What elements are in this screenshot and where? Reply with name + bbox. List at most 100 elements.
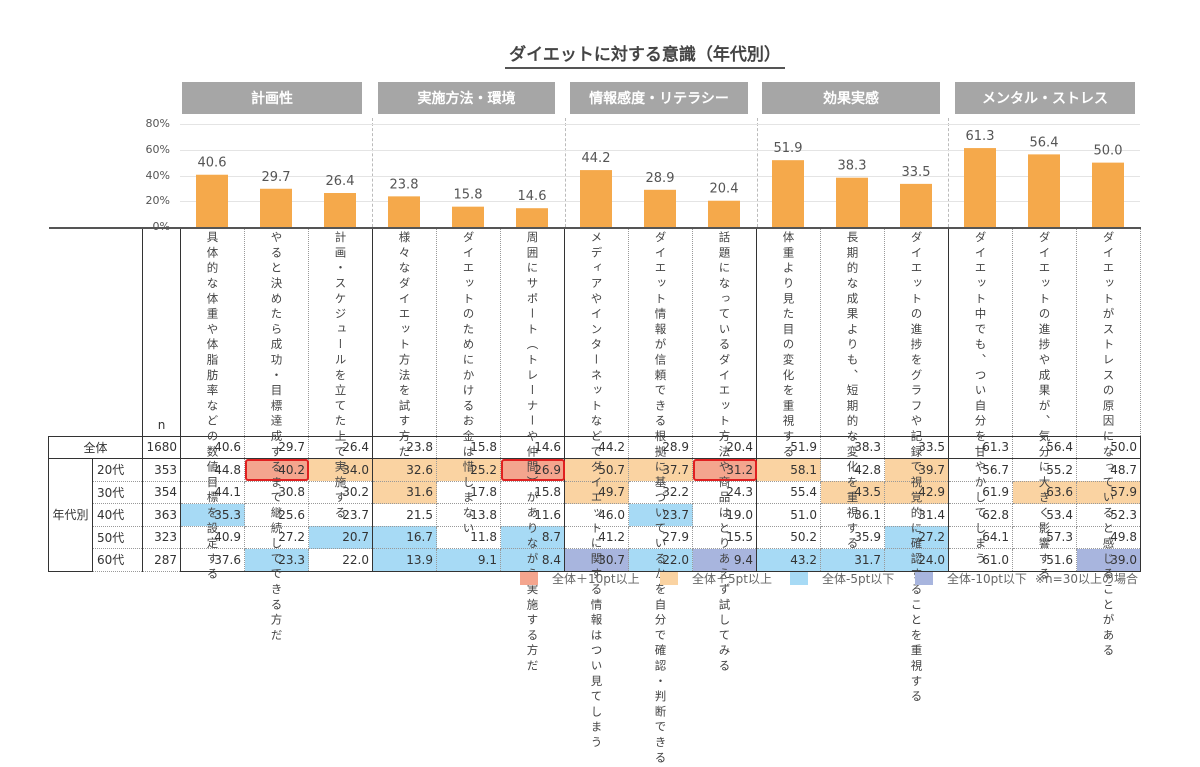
n-cell: 353	[142, 458, 181, 482]
value-cell: 38.3	[820, 435, 885, 459]
value-cell: 61.9	[948, 480, 1013, 504]
group-label: 年代別	[48, 458, 93, 572]
gridline	[180, 124, 1140, 125]
value-cell: 13.9	[372, 548, 437, 572]
category-label-cell: メディアやインターネットなどでダイエットに関する情報はつい見てしまう	[564, 227, 629, 751]
value-cell: 36.1	[820, 503, 885, 527]
table-row: 年代別 20代 353 44.8 40.2 34.0 32.6 25.2 26.9 50.7 37.…	[48, 458, 1141, 572]
value-cell: 63.6	[1012, 480, 1077, 504]
bar-value-label: 61.3	[966, 129, 995, 144]
value-cell: 32.2	[628, 480, 693, 504]
value-cell: 31.6	[372, 480, 437, 504]
value-cell: 50.2	[756, 525, 821, 549]
value-cell: 23.3	[244, 548, 309, 572]
value-cell: 40.2	[244, 458, 309, 482]
group-separator	[565, 118, 566, 227]
category-label-cell: やると決めたら成功・目標達成するまで継続してできる方だ	[244, 227, 309, 645]
category-label-cell: 話題になっているダイエット方法や商品はとりあえず試してみる	[692, 227, 757, 675]
data-table: n 具体的な体重や体脂肪率などの数値目標を設定する やると決めたら成功・目標達成する…	[48, 227, 1141, 767]
category-label: ダイエットの進捗をグラフや記録で視覚的に確認することを重視する	[909, 231, 925, 705]
category-label: 様々なダイエット方法を試す方だ	[397, 231, 412, 461]
bar	[324, 193, 356, 227]
bar	[260, 188, 292, 227]
category-label: ダイエットがストレスの原因になっていると感じることがある	[1101, 231, 1116, 660]
legend-item: 全体-5pt以下	[790, 570, 894, 587]
value-cell: 23.7	[628, 503, 693, 527]
n-header: n	[157, 417, 166, 432]
value-cell: 49.7	[564, 480, 629, 504]
category-label: ダイエット情報が信頼できる根拠に基づいているかを自分で確認・判断できる	[653, 231, 668, 767]
value-cell: 9.1	[436, 548, 501, 572]
value-cell: 9.4	[692, 548, 757, 572]
bar	[1028, 154, 1060, 227]
bar	[900, 183, 932, 227]
value-cell: 15.8	[500, 480, 565, 504]
bar	[388, 196, 420, 227]
value-cell: 57.9	[1076, 480, 1141, 504]
bar-value-label: 28.9	[646, 171, 675, 186]
category-label: 計画・スケジュールを立てた上で実施する	[333, 231, 348, 522]
legend-label: 全体-10pt以下	[947, 572, 1027, 586]
category-label-cell: ダイエットがストレスの原因になっていると感じることがある	[1076, 227, 1141, 660]
bar-value-label: 51.9	[774, 141, 803, 156]
bar	[772, 160, 804, 227]
category-label-cell: ダイエットの進捗や成果が、気分に大きく影響する	[1012, 227, 1077, 583]
bar-value-label: 23.8	[390, 177, 419, 192]
bar	[580, 170, 612, 227]
bar-value-label: 38.3	[838, 159, 867, 174]
row-label: 全体	[48, 435, 143, 459]
bar-value-label: 33.5	[902, 165, 931, 180]
legend-swatch	[790, 572, 808, 585]
value-cell: 34.0	[308, 458, 373, 482]
value-cell: 21.5	[372, 503, 437, 527]
group-header: 効果実感	[762, 82, 940, 114]
legend-label: 全体-5pt以下	[822, 572, 895, 586]
category-label-cell: ダイエット情報が信頼できる根拠に基づいているかを自分で確認・判断できる	[628, 227, 693, 767]
value-cell: 42.9	[884, 480, 949, 504]
y-tick-label: 60%	[145, 142, 170, 156]
category-label-cell: 体重より見た目の変化を重視する	[756, 227, 821, 461]
n-cell: 354	[142, 480, 181, 504]
value-cell: 22.0	[628, 548, 693, 572]
category-label: ダイエット中でも、つい自分を甘やかしてしまう	[973, 231, 988, 568]
legend-note: ※n=30以上の場合	[1035, 572, 1138, 586]
row-label: 40代	[92, 503, 143, 527]
group-header: 計画性	[182, 82, 362, 114]
value-cell: 43.2	[756, 548, 821, 572]
group-header: 情報感度・リテラシー	[570, 82, 748, 114]
value-cell: 11.8	[436, 525, 501, 549]
value-cell: 40.6	[180, 435, 245, 459]
bar	[196, 174, 228, 227]
category-label-cell: 周囲にサポート（トレーナーや仲間）がありながら実施する方だ	[500, 227, 565, 675]
bar-value-label: 56.4	[1030, 135, 1059, 150]
row-label: 50代	[92, 525, 143, 549]
legend-swatch	[520, 572, 538, 585]
bar-value-label: 14.6	[518, 189, 547, 204]
group-header: 実施方法・環境	[378, 82, 555, 114]
value-cell: 23.8	[372, 435, 437, 459]
gridline	[180, 149, 1140, 151]
category-label-cell: 様々なダイエット方法を試す方だ	[372, 227, 437, 461]
y-tick-label: 40%	[145, 168, 170, 182]
category-label: ダイエットのためにかけるお金は惜しまない	[461, 231, 476, 537]
value-cell: 58.1	[756, 458, 821, 482]
row-label: 30代	[92, 480, 143, 504]
bar	[708, 200, 740, 227]
category-label-cell: 計画・スケジュールを立てた上で実施する	[308, 227, 373, 522]
bar-value-label: 26.4	[326, 174, 355, 189]
category-label: やると決めたら成功・目標達成するまで継続してできる方だ	[269, 231, 284, 645]
legend-item: 全体＋10pt以上	[520, 570, 640, 587]
category-label: 具体的な体重や体脂肪率などの数値目標を設定する	[205, 231, 220, 583]
value-cell: 23.7	[308, 503, 373, 527]
bar	[836, 177, 868, 227]
value-cell: 15.5	[692, 525, 757, 549]
legend-label: 全体＋10pt以上	[552, 572, 640, 586]
bar	[516, 208, 548, 227]
value-cell: 40.9	[180, 525, 245, 549]
value-cell: 39.0	[1076, 548, 1141, 572]
bar-value-label: 44.2	[582, 151, 611, 166]
value-cell: 31.2	[692, 458, 757, 482]
value-cell: 32.6	[372, 458, 437, 482]
value-cell: 22.0	[308, 548, 373, 572]
category-label: ダイエットの進捗や成果が、気分に大きく影響する	[1037, 231, 1052, 583]
